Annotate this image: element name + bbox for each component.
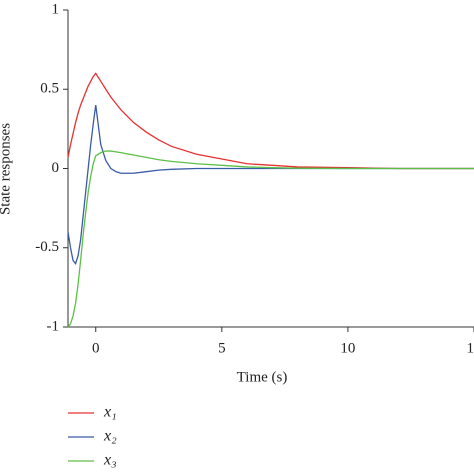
legend-label: x₃: [103, 452, 117, 469]
y-tick-label: 1: [52, 1, 60, 17]
legend-label: x₂: [103, 428, 117, 445]
y-tick-label: 0: [52, 160, 60, 176]
x-tick-label: 10: [340, 340, 355, 356]
y-tick-label: -1: [47, 318, 60, 334]
x-tick-label: 15: [467, 340, 474, 356]
legend-label: x₁: [103, 404, 117, 421]
x-axis-label: Time (s): [237, 369, 288, 385]
x-tick-label: 0: [92, 340, 100, 356]
series-line: [67, 105, 474, 265]
series-line: [67, 150, 474, 328]
series-line: [67, 72, 474, 170]
y-axis-label: State responses: [0, 123, 13, 215]
y-tick-label: -0.5: [35, 239, 59, 255]
y-tick-label: 0.5: [40, 81, 59, 97]
x-tick-label: 5: [218, 340, 226, 356]
